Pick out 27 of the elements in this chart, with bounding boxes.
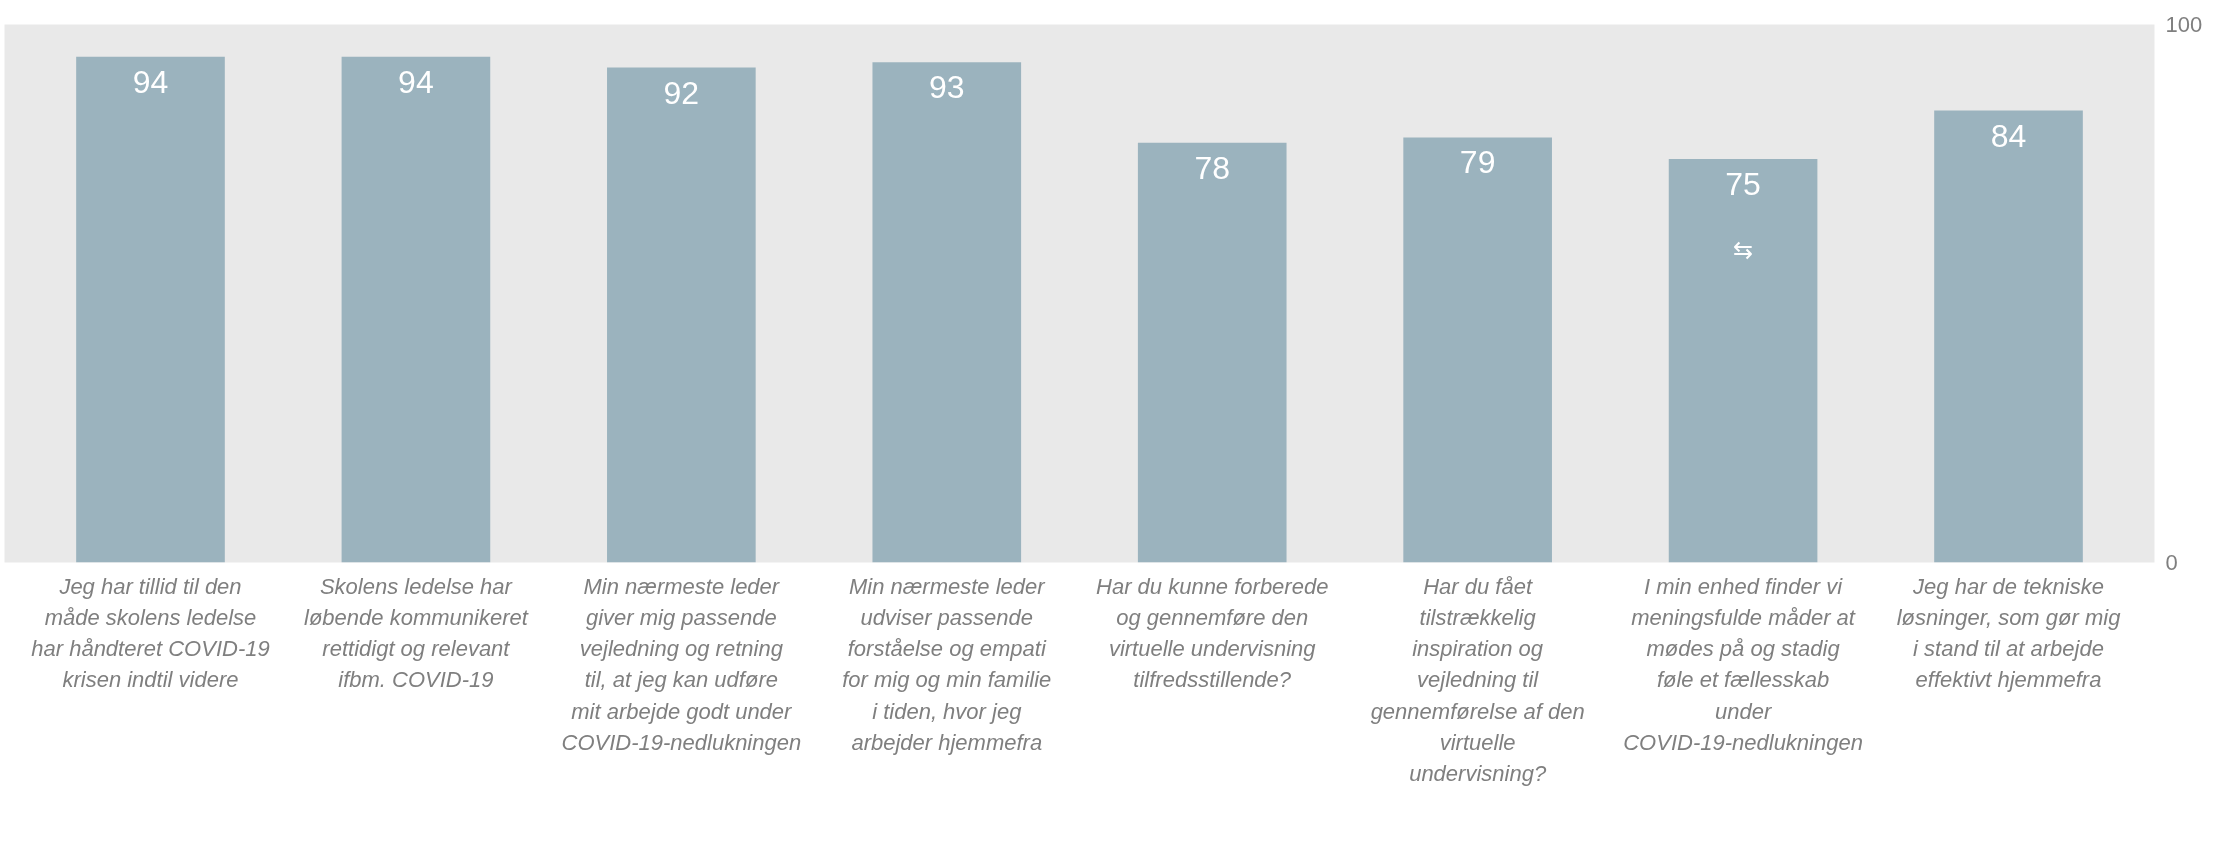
data-label: 79 [1459,144,1496,181]
x-tick-label: I min enhed finder vi meningsfulde måder at mødes på og stadig føle et fællesskab under COVID-19-nedlukningen [1623,573,1863,755]
x-tick-label: Min nærmeste leder udviser passende forståelse og empati for mig og min familie i tiden, hvor jeg arbejder hjemmefra [842,573,1052,755]
data-label: 93 [928,69,965,106]
bar [872,62,1022,563]
x-tick-label: Min nærmeste leder giver mig passende vejledning og retning til, at jeg kan udføre mit arbejde godt under COVID-19-nedlukningen [561,573,802,755]
annotation: ⇆ [1733,236,1754,265]
x-tick-label: Har du kunne forberede og gennemføre den virtuelle undervisning tilfredsstillende? [1096,573,1329,693]
x-tick-label: Jeg har de tekniske løsninger, som gør mig i stand til at arbejde effektivt hjemmefra [1896,573,2122,693]
bar [1934,110,2083,563]
bar [1668,159,1818,563]
data-label: 75 [1725,166,1761,202]
data-label: 92 [663,74,700,111]
data-label: 84 [1990,117,2027,154]
bar [1137,142,1287,563]
bar [341,56,491,563]
y-tick-label: 0 [2165,550,2178,575]
data-label: 94 [132,63,169,100]
bar [1403,137,1552,563]
bar [76,56,225,563]
y-tick-label: 100 [2165,12,2203,37]
data-label: 78 [1194,149,1231,186]
x-tick-label: Har du fået tilstrækkelig inspiration og vejledning til gennemførelse af den virtuelle undervisning? [1370,573,1585,786]
data-label: 94 [398,63,434,100]
x-tick-label: Jeg har tillid til den måde skolens ledelse har håndteret COVID-19 krisen indtil videre [31,573,270,693]
x-tick-label: Skolens ledelse har løbende kommunikeret rettidigt og relevant ifbm. COVID-19 [304,573,529,693]
bar [607,67,756,563]
